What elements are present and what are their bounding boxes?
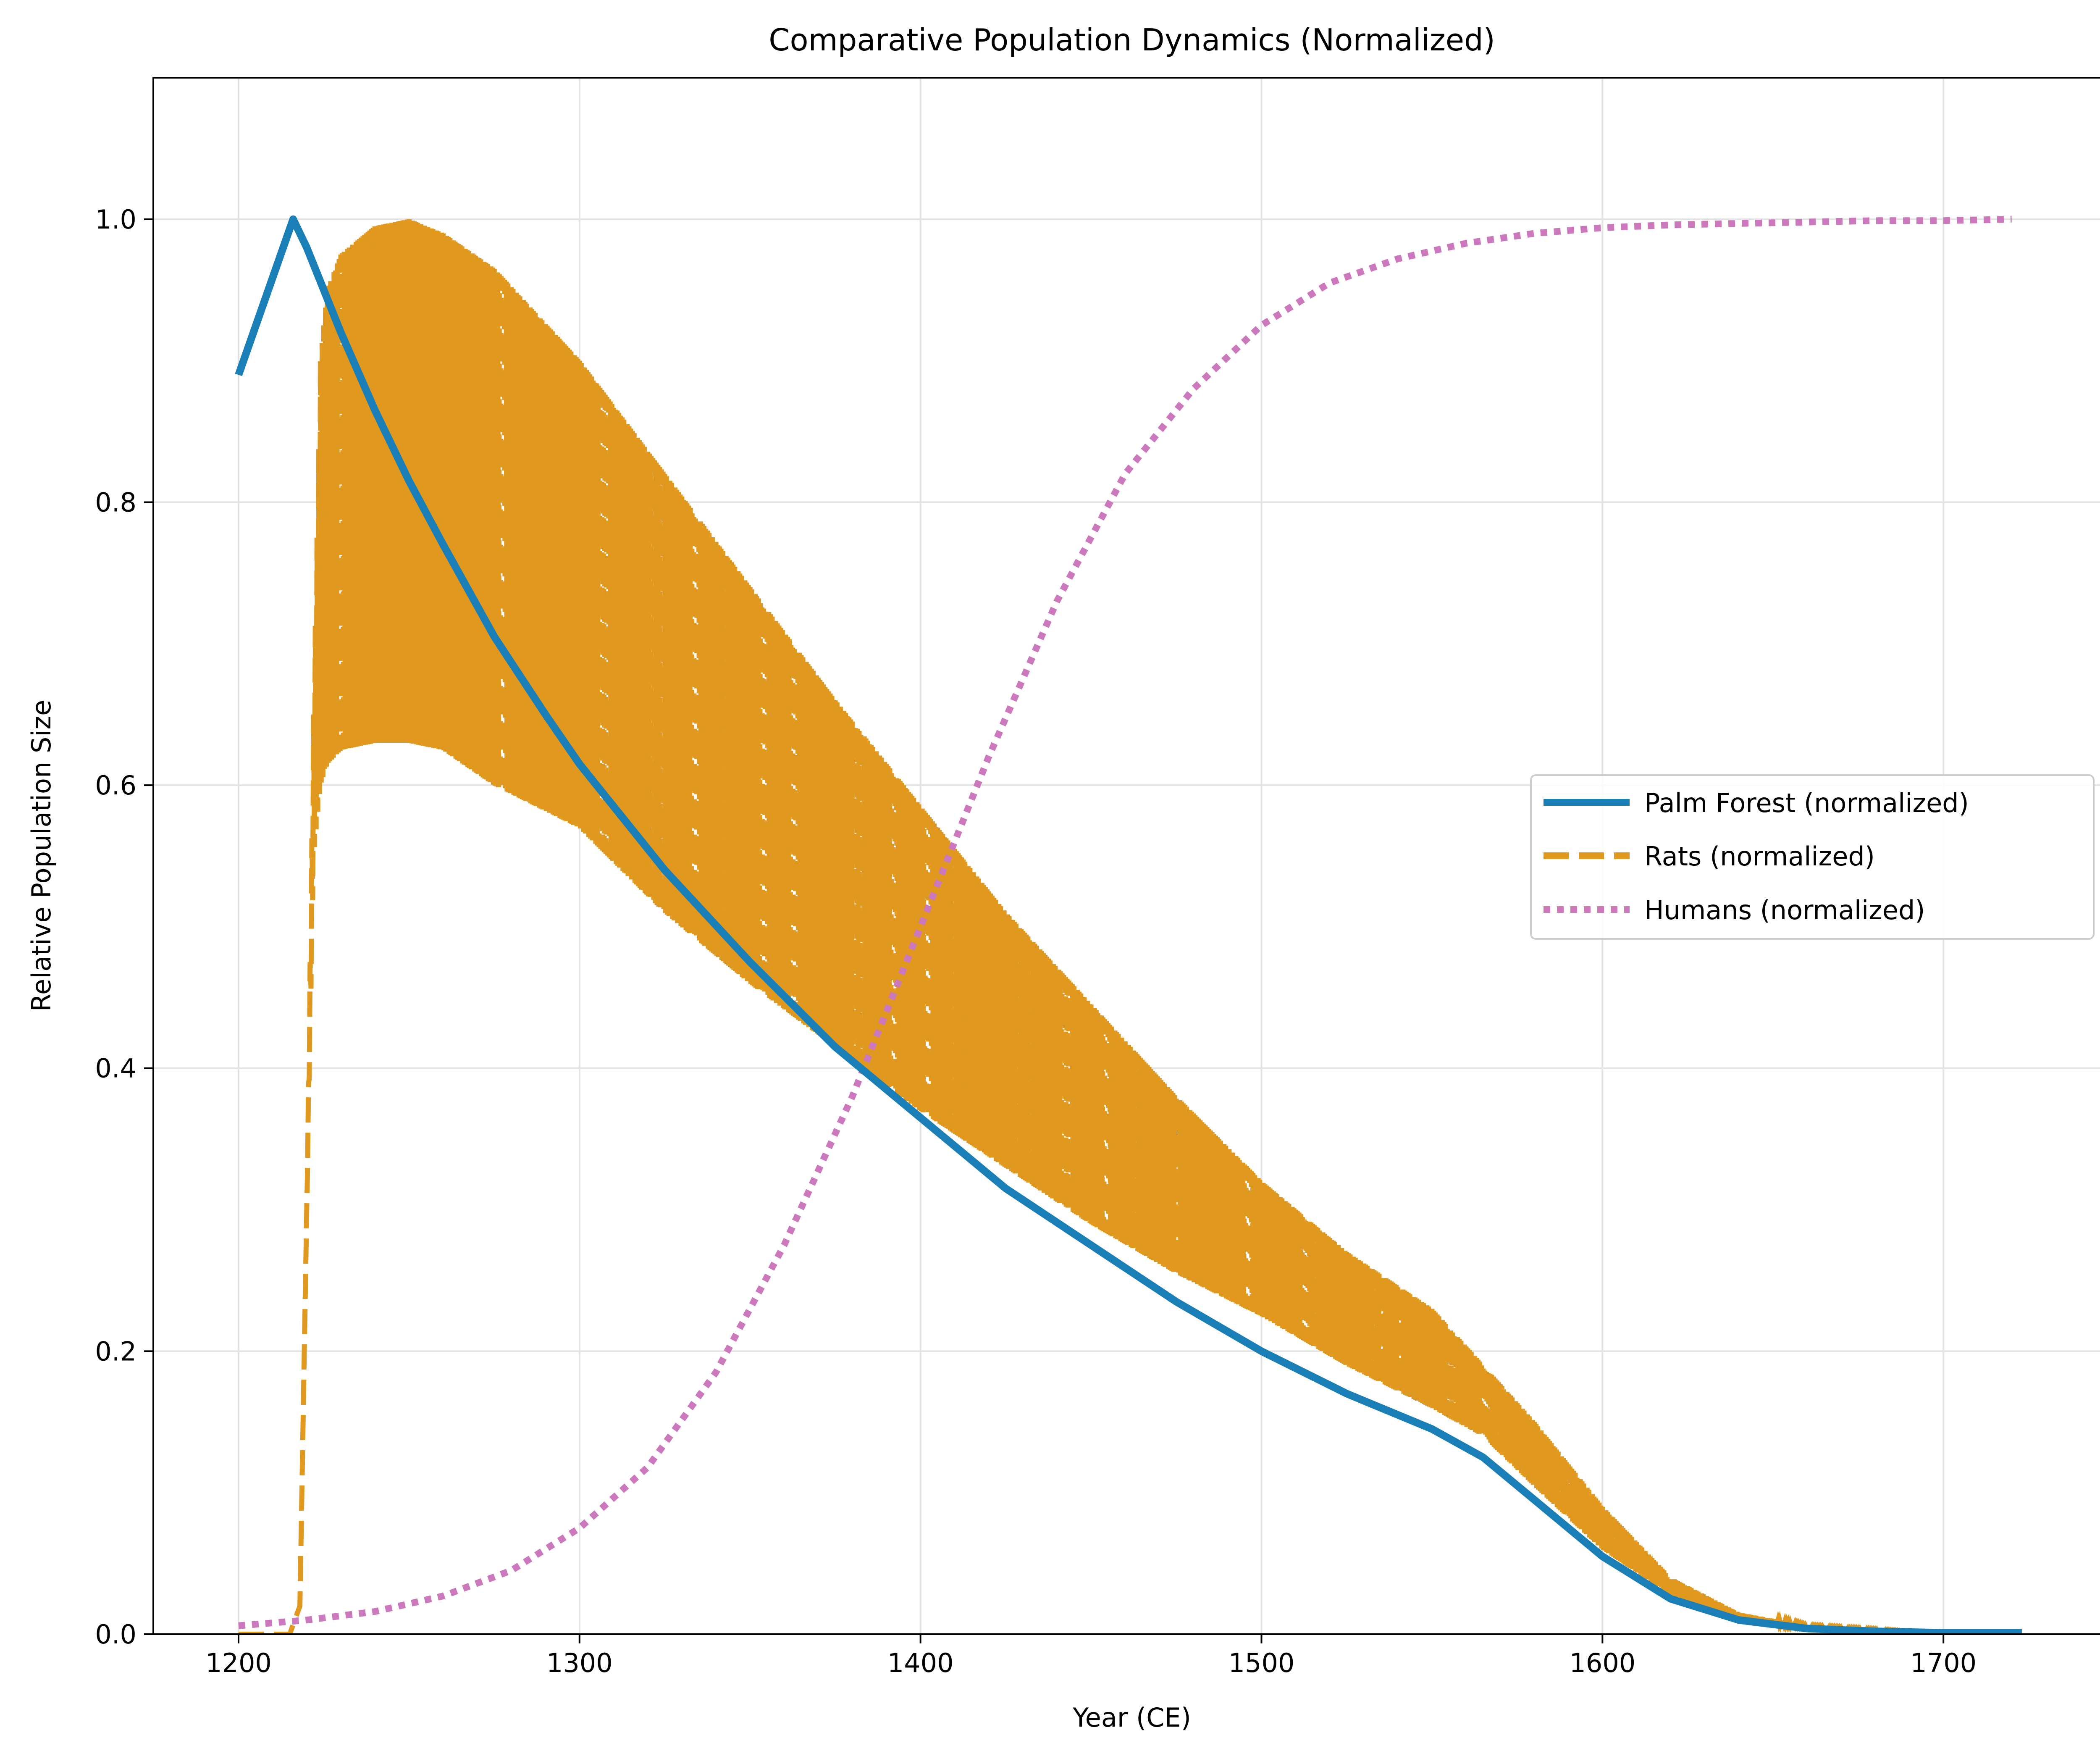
y-axis-label: Relative Population Size <box>26 700 57 1012</box>
series-line-palm-forest <box>235 215 2022 1634</box>
axis-ticks: 1200 1300 1400 1500 1600 1700 0.0 0.2 0.4 0.6 0.8 1… <box>95 204 1977 1678</box>
plot-frame <box>152 77 2100 1635</box>
legend-label-rats: Rats (normalized) <box>1644 841 1875 872</box>
y-tick-label: 1.0 <box>95 204 136 235</box>
legend-label-humans: Humans (normalized) <box>1644 895 1925 925</box>
plot-series <box>235 215 2022 1634</box>
x-tick-label: 1600 <box>1569 1648 1635 1678</box>
series-line-rats <box>239 219 2013 1634</box>
series-line-humans <box>238 216 2012 1629</box>
x-tick-label: 1300 <box>546 1648 613 1678</box>
legend: Palm Forest (normalized) Rats (normalize… <box>1530 774 2095 940</box>
x-axis-label: Year (CE) <box>1072 1702 1191 1733</box>
chart-title: Comparative Population Dynamics (Normali… <box>769 22 1495 58</box>
legend-label-palm-forest: Palm Forest (normalized) <box>1644 788 1969 818</box>
x-tick-label: 1700 <box>1910 1648 1977 1678</box>
y-tick-label: 0.6 <box>95 770 136 801</box>
legend-box <box>1530 774 2095 940</box>
y-tick-label: 0.2 <box>95 1336 136 1367</box>
x-tick-label: 1200 <box>205 1648 272 1678</box>
y-tick-label: 0.0 <box>95 1619 136 1650</box>
y-tick-label: 0.4 <box>95 1053 136 1084</box>
y-tick-label: 0.8 <box>95 487 136 518</box>
x-tick-label: 1500 <box>1228 1648 1295 1678</box>
x-tick-label: 1400 <box>887 1648 954 1678</box>
